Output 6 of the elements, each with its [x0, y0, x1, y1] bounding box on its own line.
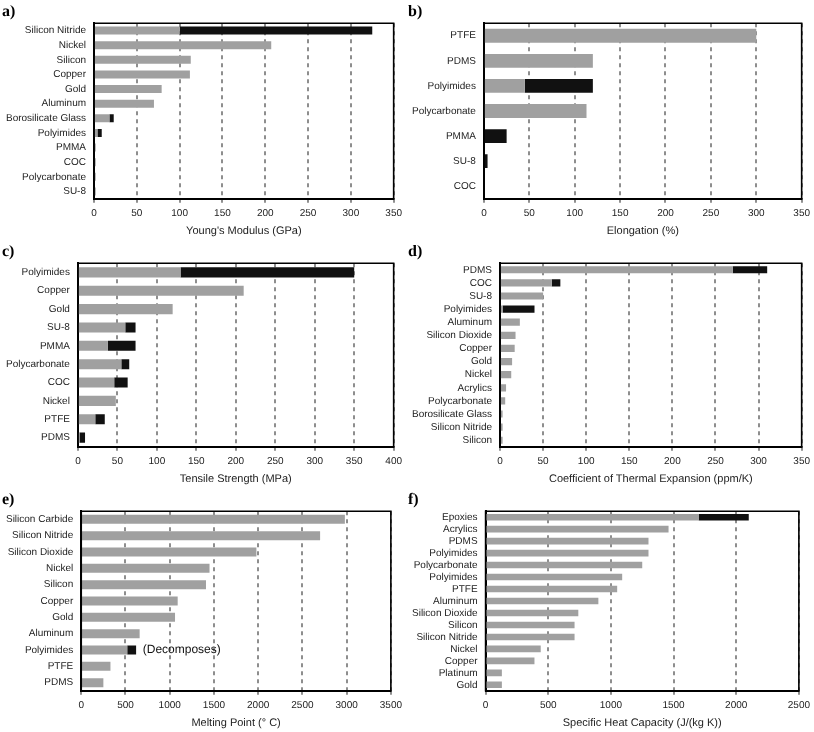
chart-title: c): [2, 241, 16, 260]
chart-title: f): [408, 489, 420, 508]
chart-title: a): [2, 1, 16, 20]
chart-title: e): [2, 489, 16, 508]
chart-title: d): [408, 241, 423, 260]
chart-title: b): [408, 1, 423, 20]
